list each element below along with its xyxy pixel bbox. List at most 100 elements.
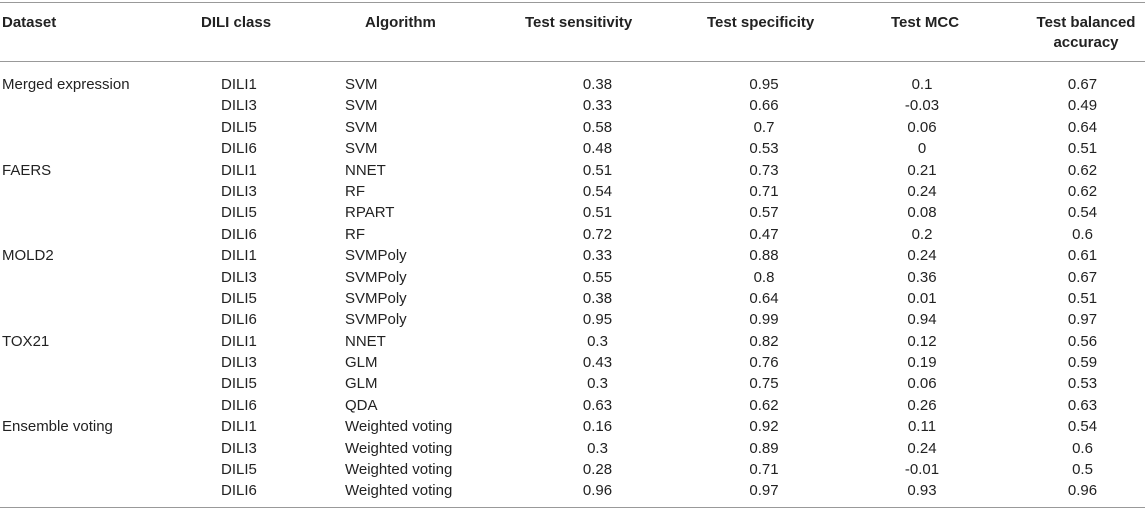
- cell-algorithm: Weighted voting: [345, 461, 453, 479]
- cell-balanced-accuracy: 0.56: [1067, 332, 1098, 350]
- cell-dataset: MOLD2: [2, 247, 54, 265]
- cell-dili-class: DILI5: [221, 461, 257, 479]
- cell-specificity: 0.47: [749, 225, 779, 243]
- cell-mcc: 0.2: [911, 225, 933, 243]
- cell-algorithm: GLM: [345, 354, 378, 372]
- cell-specificity: 0.71: [749, 461, 779, 479]
- cell-dili-class: DILI5: [221, 375, 257, 393]
- cell-balanced-accuracy: 0.49: [1067, 97, 1098, 115]
- cell-sensitivity: 0.3: [587, 332, 608, 350]
- cell-algorithm: Weighted voting: [345, 439, 453, 457]
- cell-balanced-accuracy: 0.54: [1067, 418, 1098, 436]
- cell-sensitivity: 0.58: [582, 118, 613, 136]
- cell-balanced-accuracy: 0.51: [1067, 140, 1098, 158]
- cell-algorithm: NNET: [345, 332, 386, 350]
- cell-sensitivity: 0.38: [582, 76, 613, 93]
- table-row: DILI5 RPART 0.51 0.57 0.08 0.54: [0, 202, 1145, 223]
- cell-balanced-accuracy: 0.67: [1067, 76, 1098, 93]
- table-row: Ensemble voting DILI1 Weighted voting 0.16 0…: [0, 416, 1145, 437]
- cell-algorithm: RPART: [345, 204, 395, 222]
- table-row: DILI6 QDA 0.63 0.62 0.26 0.63: [0, 395, 1145, 416]
- table-row: DILI3 Weighted voting 0.3 0.89 0.24 0.6: [0, 438, 1145, 459]
- cell-specificity: 0.73: [749, 161, 779, 179]
- cell-mcc: 0.06: [907, 375, 937, 393]
- cell-dili-class: DILI5: [221, 204, 257, 222]
- cell-mcc: -0.03: [904, 97, 940, 115]
- table-row: DILI3 GLM 0.43 0.76 0.19 0.59: [0, 352, 1145, 373]
- header-dili-class: DILI class: [201, 14, 272, 31]
- table-row: DILI3 SVM 0.33 0.66 -0.03 0.49: [0, 95, 1145, 116]
- cell-mcc: 0.19: [907, 354, 937, 372]
- table-row: Merged expression DILI1 SVM 0.38 0.95 0.1 0.67: [0, 74, 1145, 95]
- cell-sensitivity: 0.43: [582, 354, 613, 372]
- cell-sensitivity: 0.48: [582, 140, 613, 158]
- cell-specificity: 0.64: [749, 289, 779, 307]
- cell-dili-class: DILI5: [221, 289, 257, 307]
- cell-mcc: 0.01: [907, 289, 937, 307]
- cell-dili-class: DILI3: [221, 439, 257, 457]
- cell-balanced-accuracy: 0.51: [1067, 289, 1098, 307]
- cell-specificity: 0.75: [749, 375, 779, 393]
- cell-sensitivity: 0.55: [582, 268, 613, 286]
- cell-mcc: 0.11: [907, 418, 937, 436]
- cell-mcc: 0.24: [907, 247, 937, 265]
- table-row: DILI6 Weighted voting 0.96 0.97 0.93 0.96: [0, 480, 1145, 501]
- cell-balanced-accuracy: 0.67: [1067, 268, 1098, 286]
- table-row: DILI6 SVM 0.48 0.53 0 0.51: [0, 138, 1145, 159]
- header-algorithm: Algorithm: [365, 14, 436, 31]
- cell-dili-class: DILI6: [221, 396, 257, 414]
- table-row: DILI6 RF 0.72 0.47 0.2 0.6: [0, 224, 1145, 245]
- cell-sensitivity: 0.28: [582, 461, 613, 479]
- cell-algorithm: SVMPoly: [345, 247, 407, 265]
- cell-dataset: FAERS: [2, 161, 52, 179]
- cell-mcc: 0.06: [907, 118, 937, 136]
- cell-mcc: 0.24: [907, 439, 937, 457]
- cell-specificity: 0.66: [749, 97, 779, 115]
- cell-algorithm: NNET: [345, 161, 386, 179]
- cell-algorithm: SVM: [345, 76, 378, 93]
- table-header: Dataset DILI class Algorithm Test sensit…: [0, 3, 1145, 62]
- cell-balanced-accuracy: 0.64: [1067, 118, 1098, 136]
- cell-sensitivity: 0.51: [582, 204, 613, 222]
- table-row: DILI5 GLM 0.3 0.75 0.06 0.53: [0, 373, 1145, 394]
- cell-dili-class: DILI3: [221, 354, 257, 372]
- cell-algorithm: SVMPoly: [345, 289, 407, 307]
- table-row: TOX21 DILI1 NNET 0.3 0.82 0.12 0.56: [0, 331, 1145, 352]
- cell-dataset: TOX21: [2, 332, 50, 350]
- cell-specificity: 0.89: [749, 439, 779, 457]
- table-row: DILI5 SVM 0.58 0.7 0.06 0.64: [0, 117, 1145, 138]
- cell-sensitivity: 0.72: [582, 225, 613, 243]
- cell-balanced-accuracy: 0.62: [1067, 182, 1098, 200]
- cell-sensitivity: 0.63: [582, 396, 613, 414]
- cell-dili-class: DILI3: [221, 268, 257, 286]
- cell-dataset: Ensemble voting: [2, 418, 113, 436]
- cell-sensitivity: 0.33: [582, 97, 613, 115]
- cell-sensitivity: 0.3: [587, 439, 608, 457]
- cell-dili-class: DILI1: [221, 418, 257, 436]
- cell-mcc: 0.21: [907, 161, 937, 179]
- cell-mcc: 0.08: [907, 204, 937, 222]
- cell-algorithm: SVMPoly: [345, 311, 407, 329]
- cell-sensitivity: 0.96: [582, 482, 613, 500]
- cell-dili-class: DILI1: [221, 76, 257, 93]
- cell-specificity: 0.8: [753, 268, 775, 286]
- cell-mcc: 0.1: [911, 76, 933, 93]
- cell-balanced-accuracy: 0.96: [1067, 482, 1098, 500]
- cell-mcc: 0.24: [907, 182, 937, 200]
- cell-specificity: 0.7: [753, 118, 775, 136]
- cell-balanced-accuracy: 0.53: [1067, 375, 1098, 393]
- cell-mcc: 0.93: [907, 482, 937, 500]
- cell-mcc: 0.12: [907, 332, 937, 350]
- cell-dili-class: DILI5: [221, 118, 257, 136]
- table-row: FAERS DILI1 NNET 0.51 0.73 0.21 0.62: [0, 160, 1145, 181]
- cell-algorithm: GLM: [345, 375, 378, 393]
- top-rule: [0, 2, 1145, 3]
- header-specificity: Test specificity: [707, 14, 815, 31]
- cell-dili-class: DILI6: [221, 482, 257, 500]
- cell-balanced-accuracy: 0.54: [1067, 204, 1098, 222]
- cell-algorithm: SVM: [345, 140, 378, 158]
- cell-balanced-accuracy: 0.59: [1067, 354, 1098, 372]
- cell-algorithm: SVMPoly: [345, 268, 407, 286]
- cell-mcc: 0.36: [907, 268, 937, 286]
